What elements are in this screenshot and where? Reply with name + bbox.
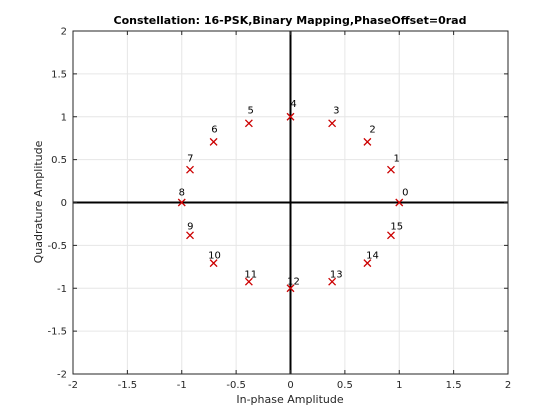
- point-marker-stroke: [328, 277, 337, 286]
- point-marker-stroke: [328, 119, 337, 128]
- chart-title: Constellation: 16-PSK,Binary Mapping,Pha…: [114, 14, 467, 27]
- constellation-point-11: [244, 277, 253, 286]
- y-tick-label: 2: [61, 27, 67, 38]
- constellation-point-4: [286, 112, 295, 121]
- point-marker-stroke: [177, 198, 186, 207]
- point-label: 13: [330, 269, 343, 280]
- constellation-point-6: [209, 137, 218, 146]
- point-marker-stroke: [286, 112, 295, 121]
- x-tick-label: 2: [505, 380, 511, 391]
- x-tick-label: -1: [177, 380, 187, 391]
- point-label: 8: [179, 188, 185, 199]
- x-tick-label: 0: [287, 380, 293, 391]
- point-marker-stroke: [286, 284, 295, 293]
- y-tick-label: -1: [57, 284, 67, 295]
- point-label: 9: [187, 221, 193, 232]
- x-tick-label: -2: [68, 380, 78, 391]
- point-label: 3: [333, 106, 339, 117]
- point-marker-stroke: [244, 119, 253, 128]
- y-tick-label: -0.5: [47, 241, 67, 252]
- point-label: 12: [287, 276, 300, 287]
- point-label: 1: [394, 154, 400, 165]
- constellation-point-10: [209, 259, 218, 268]
- y-tick-label: 0.5: [51, 155, 67, 166]
- tick-marks: [72, 30, 509, 375]
- constellation-point-13: [328, 277, 337, 286]
- x-tick-label: 1.5: [446, 380, 462, 391]
- y-tick-label: 1: [61, 112, 67, 123]
- point-label: 4: [290, 99, 296, 110]
- constellation-point-12: [286, 284, 295, 293]
- point-label: 6: [211, 125, 217, 136]
- x-tick-label: 0.5: [337, 380, 353, 391]
- constellation-point-15: [387, 231, 395, 240]
- y-tick-label: 1.5: [51, 69, 67, 80]
- point-marker-stroke: [244, 277, 253, 286]
- point-label: 11: [244, 269, 257, 280]
- point-label: 14: [366, 250, 379, 261]
- point-label: 2: [369, 125, 375, 136]
- constellation-point-8: [177, 198, 186, 207]
- constellation-point-3: [328, 119, 337, 128]
- x-tick-label: -1.5: [118, 380, 138, 391]
- constellation-point-5: [244, 119, 253, 128]
- point-marker-stroke: [395, 198, 404, 207]
- point-marker-stroke: [186, 231, 194, 240]
- y-axis-label: Quadrature Amplitude: [32, 140, 45, 263]
- point-marker-stroke: [209, 259, 218, 268]
- constellation-points: [177, 112, 404, 293]
- constellation-point-7: [186, 165, 194, 174]
- y-tick-label: -2: [57, 370, 67, 381]
- constellation-point-9: [186, 231, 194, 240]
- point-marker-stroke: [363, 137, 372, 146]
- point-label: 15: [390, 221, 403, 232]
- constellation-point-14: [363, 259, 372, 268]
- point-label: 7: [187, 154, 193, 165]
- constellation-point-1: [387, 165, 395, 174]
- tick-labels: -2 -1.5 -1 -0.5 0 0.5 1 1.5 2 -2 -1.5 -1 -0.5 0 0.5 1 1.…: [47, 27, 511, 392]
- x-axis-label: In-phase Amplitude: [236, 393, 343, 406]
- point-marker-stroke: [387, 165, 395, 174]
- point-label: 0: [402, 188, 408, 199]
- point-marker-stroke: [209, 137, 218, 146]
- point-label: 5: [248, 106, 254, 117]
- y-tick-label: 0: [61, 198, 67, 209]
- point-marker-stroke: [363, 259, 372, 268]
- point-marker-stroke: [387, 231, 395, 240]
- x-tick-label: -0.5: [226, 380, 246, 391]
- constellation-point-0: [395, 198, 404, 207]
- zero-axes: [73, 31, 508, 374]
- y-tick-label: -1.5: [47, 327, 67, 338]
- x-tick-label: 1: [396, 380, 402, 391]
- point-marker-stroke: [186, 165, 194, 174]
- constellation-point-2: [363, 137, 372, 146]
- point-label: 10: [208, 250, 221, 261]
